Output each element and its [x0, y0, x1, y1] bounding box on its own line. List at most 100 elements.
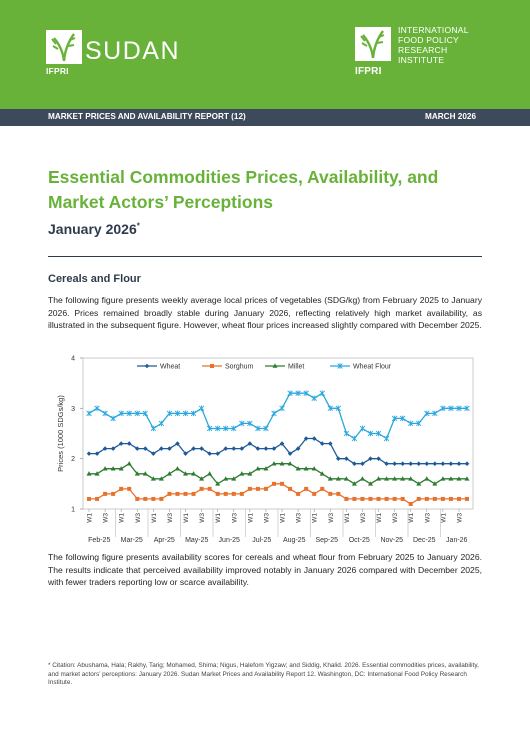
- divider: [48, 256, 482, 257]
- week-label: W1: [119, 513, 126, 523]
- y-tick-label: 4: [71, 356, 75, 363]
- data-point: [150, 476, 156, 481]
- week-label: W3: [328, 513, 335, 523]
- data-point: [295, 446, 301, 451]
- data-point: [182, 410, 189, 417]
- data-point: [336, 491, 341, 496]
- data-point: [166, 471, 172, 476]
- data-point: [448, 496, 453, 501]
- data-point: [400, 476, 406, 481]
- data-point: [416, 496, 421, 501]
- month-label: Feb-25: [88, 537, 110, 544]
- data-point: [408, 501, 413, 506]
- data-point: [134, 471, 140, 476]
- data-point: [271, 481, 276, 486]
- week-label: W3: [199, 513, 206, 523]
- week-label: W3: [167, 513, 174, 523]
- data-point: [448, 476, 454, 481]
- data-point: [327, 405, 333, 412]
- data-point: [456, 476, 462, 481]
- data-point: [343, 430, 350, 437]
- data-point: [151, 496, 156, 501]
- data-point: [424, 410, 430, 417]
- data-point: [448, 461, 454, 466]
- data-point: [255, 486, 260, 491]
- subtitle-text: January 2026: [48, 221, 137, 237]
- data-point: [134, 410, 140, 417]
- data-point: [102, 410, 108, 417]
- data-point: [351, 481, 357, 486]
- data-point: [214, 425, 221, 432]
- data-point: [150, 425, 157, 432]
- data-point: [247, 420, 253, 427]
- data-point: [448, 405, 454, 412]
- week-label: W3: [456, 513, 463, 523]
- data-point: [95, 496, 100, 501]
- month-label: Oct-25: [349, 537, 370, 544]
- legend-label: Sorghum: [225, 364, 254, 371]
- data-point: [191, 446, 196, 451]
- legend-marker: [210, 364, 214, 368]
- data-point: [287, 390, 293, 397]
- data-point: [190, 410, 197, 417]
- data-point: [199, 476, 205, 481]
- data-point: [215, 481, 221, 486]
- month-label: Aug-25: [283, 537, 306, 544]
- data-point: [456, 405, 462, 412]
- citation-footnote: * Citation: Abushama, Hala; Rakhy, Tarig…: [48, 662, 479, 686]
- week-label: W3: [424, 513, 431, 523]
- price-line-chart: 1 2 3 4 Prices (1000 SDGs/kg) W1 W3 W1 W3 W1 W3 W1 W…: [56, 356, 474, 544]
- data-point: [351, 435, 358, 442]
- week-label: W1: [440, 513, 447, 523]
- data-point: [343, 476, 349, 481]
- legend-marker: [272, 363, 278, 368]
- data-point: [207, 486, 212, 491]
- data-point: [416, 481, 422, 486]
- week-label: W3: [392, 513, 399, 523]
- data-point: [376, 496, 381, 501]
- data-point: [456, 461, 462, 466]
- legend-label: Wheat: [160, 364, 180, 371]
- data-point: [319, 390, 325, 397]
- data-point: [279, 461, 285, 466]
- data-point: [215, 451, 220, 456]
- data-point: [86, 451, 92, 456]
- week-label: W1: [183, 513, 190, 523]
- data-point: [175, 491, 180, 496]
- report-label: MARKET PRICES AND AVAILABILITY REPORT (1…: [48, 112, 246, 121]
- data-point: [231, 491, 236, 496]
- data-point: [432, 461, 438, 466]
- data-point: [383, 435, 390, 442]
- data-point: [319, 471, 325, 476]
- data-point: [126, 461, 132, 466]
- data-point: [320, 486, 325, 491]
- data-point: [416, 420, 422, 427]
- institute-line: INSTITUTE: [398, 55, 445, 65]
- data-point: [102, 466, 108, 471]
- data-point: [391, 415, 398, 422]
- week-label: W1: [87, 513, 94, 523]
- data-point: [335, 405, 342, 412]
- data-point: [456, 496, 461, 501]
- data-point: [118, 410, 124, 417]
- data-point: [311, 466, 317, 471]
- data-point: [280, 481, 285, 486]
- data-point: [110, 466, 116, 471]
- data-point: [223, 425, 229, 432]
- data-point: [223, 476, 229, 481]
- data-point: [110, 446, 116, 451]
- data-point: [174, 466, 180, 471]
- week-label: W1: [151, 513, 158, 523]
- data-point: [263, 486, 268, 491]
- data-point: [440, 496, 445, 501]
- data-point: [263, 466, 269, 471]
- week-label: W3: [231, 513, 238, 523]
- data-point: [440, 476, 446, 481]
- data-point: [198, 405, 205, 412]
- y-tick-label: 1: [71, 507, 75, 514]
- data-point: [119, 486, 124, 491]
- data-point: [231, 425, 237, 432]
- data-point: [424, 461, 430, 466]
- month-label: Dec-25: [413, 537, 436, 544]
- ifpri-leaf-logo-icon: [355, 27, 391, 61]
